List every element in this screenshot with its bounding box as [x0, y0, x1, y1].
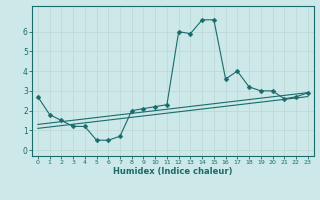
X-axis label: Humidex (Indice chaleur): Humidex (Indice chaleur)	[113, 167, 233, 176]
